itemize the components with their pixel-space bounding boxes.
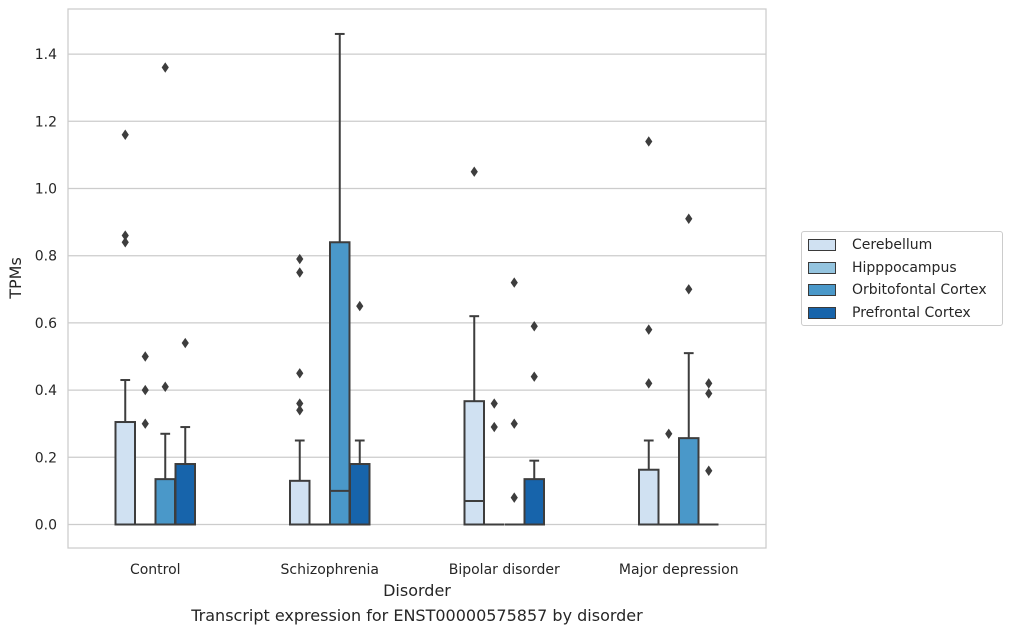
x-tick-label: Major depression — [619, 562, 739, 578]
y-tick-label: 0.6 — [35, 316, 57, 332]
box-rect — [349, 463, 371, 526]
box-rect — [638, 468, 660, 526]
y-tick-label: 0.0 — [35, 518, 57, 534]
outlier-point — [530, 321, 538, 332]
box-prefrontal-cortex — [699, 378, 719, 526]
outlier-point — [665, 428, 673, 439]
plot-area — [67, 8, 767, 549]
y-tick-label: 1.4 — [35, 47, 57, 63]
box-cerebellum — [114, 129, 136, 526]
box-cerebellum — [289, 253, 311, 526]
legend-label: Orbitofontal Cortex — [852, 282, 987, 298]
legend-swatch — [808, 284, 836, 296]
y-tick-label: 0.8 — [35, 249, 57, 265]
figure-caption: Transcript expression for ENST0000057585… — [191, 606, 643, 625]
x-tick-label: Bipolar disorder — [449, 562, 560, 578]
box-hipppocampus — [484, 398, 504, 526]
outlier-point — [490, 398, 498, 409]
outlier-point — [296, 267, 304, 278]
box-rect — [174, 463, 196, 526]
outlier-point — [685, 213, 693, 224]
box-hipppocampus — [135, 351, 155, 526]
legend-item: Cerebellum — [808, 235, 932, 255]
box-cerebellum — [463, 166, 485, 526]
x-axis-label: Disorder — [383, 581, 451, 600]
legend-swatch — [808, 239, 836, 251]
outlier-point — [510, 277, 518, 288]
boxes-layer — [114, 32, 719, 526]
outlier-point — [510, 492, 518, 503]
box-rect — [154, 478, 176, 526]
legend-item: Orbitofontal Cortex — [808, 280, 987, 300]
outlier-point — [121, 237, 129, 248]
outlier-point — [161, 62, 169, 73]
outlier-point — [121, 230, 129, 241]
y-axis-label: TPMs — [6, 257, 25, 300]
outlier-point — [296, 368, 304, 379]
outlier-point — [141, 418, 149, 429]
box-orbitofontal-cortex — [678, 213, 700, 526]
outlier-point — [356, 300, 364, 312]
outlier-point — [645, 378, 653, 389]
legend-label: Cerebellum — [852, 237, 933, 253]
legend-label: Prefrontal Cortex — [852, 304, 971, 321]
legend-item: Hipppocampus — [808, 258, 957, 278]
box-prefrontal-cortex — [523, 321, 545, 526]
box-orbitofontal-cortex — [154, 62, 176, 526]
outlier-point — [121, 129, 129, 140]
x-tick-labels: Control Schizophrenia Bipolar disorder Majo… — [130, 562, 739, 578]
outlier-point — [490, 421, 498, 433]
outlier-point — [296, 253, 304, 265]
outlier-point — [530, 371, 538, 382]
outlier-point — [645, 324, 653, 335]
outlier-point — [161, 381, 169, 392]
box-rect — [678, 437, 700, 526]
y-tick-label: 1.0 — [35, 182, 57, 198]
x-tick-label: Schizophrenia — [281, 562, 379, 578]
legend-label: Hipppocampus — [852, 259, 957, 276]
box-prefrontal-cortex — [174, 337, 196, 526]
outlier-point — [705, 465, 713, 476]
box-rect — [114, 421, 136, 526]
boxplot-chart: 0.0 0.2 0.4 0.6 0.8 1.0 1.2 1.4 Control Schizoph… — [6, 8, 767, 600]
box-prefrontal-cortex — [349, 300, 371, 526]
outlier-point — [181, 337, 189, 349]
outlier-point — [141, 384, 149, 396]
box-cerebellum — [638, 136, 660, 526]
outlier-point — [685, 284, 693, 295]
outlier-point — [141, 351, 149, 362]
outlier-point — [470, 166, 478, 177]
y-tick-labels: 0.0 0.2 0.4 0.6 0.8 1.0 1.2 1.4 — [35, 47, 57, 533]
box-rect — [289, 479, 311, 526]
outlier-point — [296, 405, 304, 416]
y-tick-label: 0.2 — [35, 450, 57, 466]
legend-swatch — [808, 306, 836, 319]
outlier-point — [705, 388, 713, 399]
legend-item: Prefrontal Cortex — [808, 303, 971, 323]
box-hipppocampus — [659, 428, 679, 526]
outlier-point — [510, 418, 518, 429]
outlier-point — [296, 398, 304, 409]
box-rect — [523, 478, 545, 526]
legend: Cerebellum Hipppocampus Orbitofontal Corte… — [801, 231, 1003, 326]
box-rect — [329, 241, 351, 526]
box-orbitofontal-cortex — [504, 277, 524, 526]
y-tick-label: 1.2 — [35, 114, 57, 130]
y-tick-label: 0.4 — [35, 383, 57, 399]
box-rect — [463, 400, 485, 526]
outlier-point — [645, 136, 653, 147]
legend-swatch — [808, 261, 836, 274]
outlier-point — [705, 378, 713, 389]
box-orbitofontal-cortex — [329, 32, 351, 526]
x-tick-label: Control — [130, 562, 181, 578]
